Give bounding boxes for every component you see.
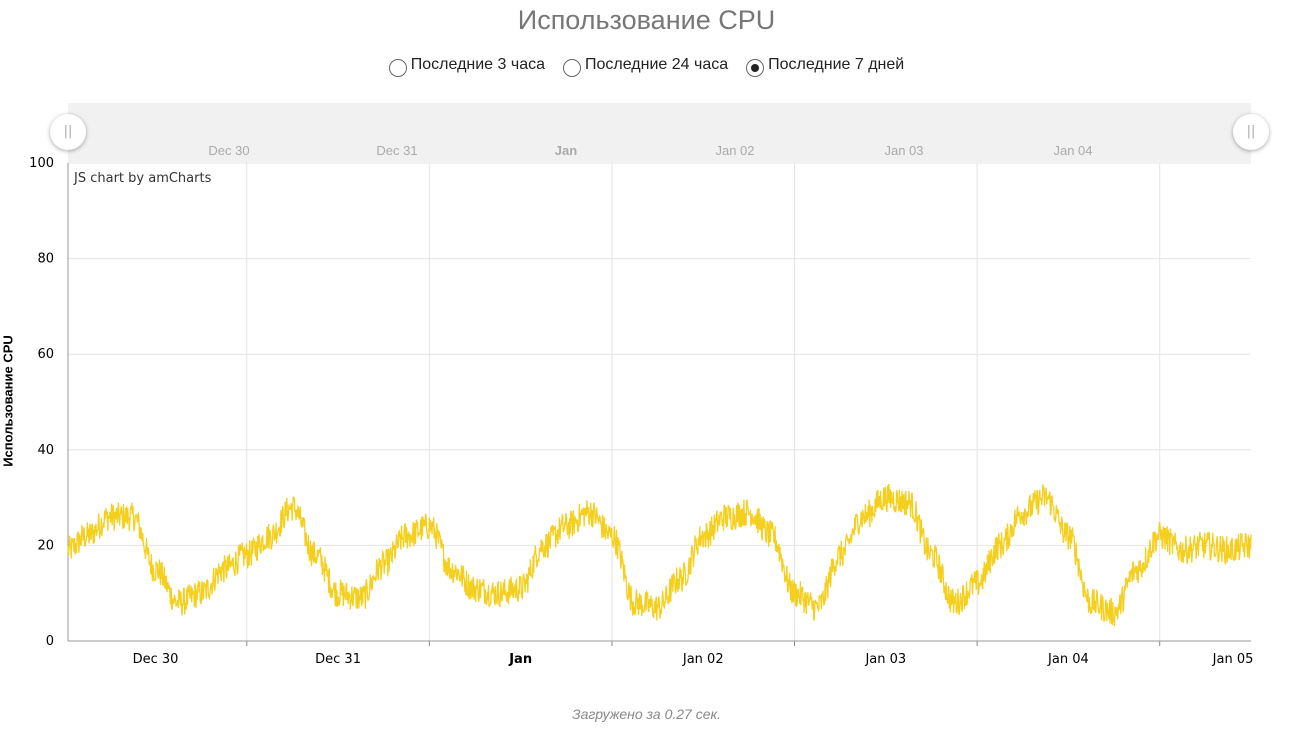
grip-icon: || (1246, 124, 1256, 139)
range-7d-label: Последние 7 дней (768, 56, 905, 73)
range-24h-label: Последние 24 часа (585, 56, 729, 73)
y-tick-label: 40 (37, 443, 54, 458)
radio-24h[interactable] (563, 59, 581, 77)
chart-scrollbar[interactable] (68, 103, 1251, 162)
radio-3h[interactable] (388, 59, 407, 77)
grip-icon: || (63, 124, 73, 139)
scrollbar-label: Jan 04 (1053, 143, 1093, 158)
y-tick-label: 60 (37, 347, 54, 362)
y-tick-label: 0 (46, 634, 54, 649)
x-tick-label: Jan (508, 652, 532, 667)
x-tick-label: Jan 04 (1047, 652, 1089, 667)
chart-ticks: 0 20 40 60 80 100 Dec 30 Dec 31 Jan Jan 02 Jan 03 J… (29, 156, 1253, 667)
load-time-footer: Загружено за 0.27 сек. (571, 706, 721, 722)
range-3h[interactable]: Последние 3 часа (388, 56, 545, 77)
x-tick-label: Jan 03 (864, 652, 906, 667)
chart-axes (67, 163, 1251, 646)
scrollbar-label: Jan 02 (715, 143, 755, 158)
scrollbar-label: Jan (554, 143, 578, 158)
scrollbar-right-grip[interactable]: || (1233, 114, 1269, 150)
series-line-cpu (67, 483, 1252, 626)
y-tick-label: 80 (37, 252, 54, 267)
x-tick-label: Dec 30 (133, 652, 179, 667)
chart-credit[interactable]: JS chart by amCharts (74, 171, 212, 186)
range-24h[interactable]: Последние 24 часа (563, 56, 729, 77)
page-title: Использование CPU (517, 5, 776, 35)
time-range-selector: Последние 3 часа Последние 24 часа После… (0, 56, 1293, 77)
x-tick-label: Jan 05 (1212, 652, 1254, 667)
radio-7d[interactable] (746, 59, 765, 77)
range-7d[interactable]: Последние 7 дней (746, 56, 905, 77)
x-tick-label: Jan 02 (682, 652, 724, 667)
scrollbar-label: Jan 03 (884, 143, 924, 158)
chart-grid (68, 162, 1251, 641)
y-tick-label: 20 (37, 538, 54, 553)
x-tick-label: Dec 31 (315, 652, 361, 667)
scrollbar-label: Dec 30 (208, 143, 250, 158)
scrollbar-left-grip[interactable]: || (50, 114, 86, 150)
y-axis-label: Использование CPU (0, 335, 16, 467)
scrollbar-label: Dec 31 (376, 143, 418, 158)
range-3h-label: Последние 3 часа (410, 56, 545, 73)
y-tick-label: 100 (29, 156, 54, 171)
